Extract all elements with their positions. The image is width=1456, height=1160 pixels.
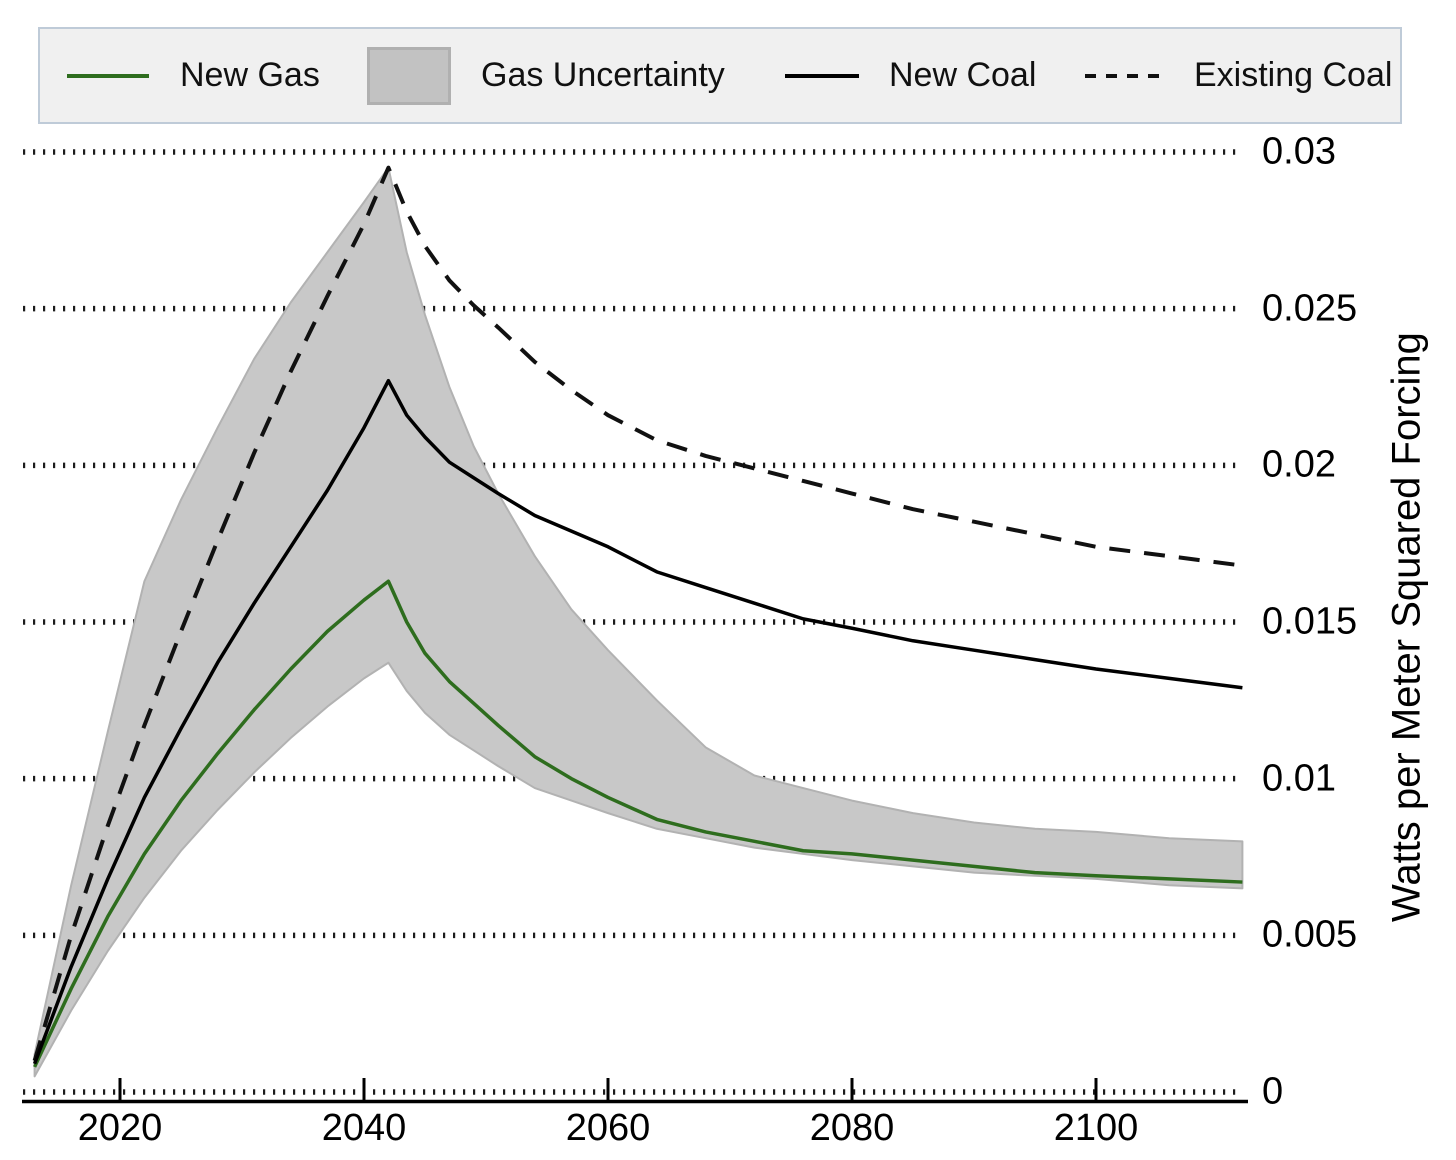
legend-label: New Coal (889, 56, 1037, 94)
legend-item-existing-coal: Existing Coal (1085, 29, 1392, 122)
x-tick-label: 2020 (77, 1107, 163, 1149)
new-coal-line-icon (785, 73, 859, 78)
x-axis (22, 1078, 1248, 1104)
series-new-coal (32, 378, 1243, 1065)
x-tick-label: 2060 (565, 1107, 651, 1149)
y-axis-title: Watts per Meter Squared Forcing (1384, 332, 1429, 922)
legend-label: Existing Coal (1194, 56, 1393, 94)
legend-label: New Gas (180, 56, 320, 94)
y-tick-label: 0.025 (1262, 287, 1358, 330)
new-gas-line-icon (67, 73, 149, 78)
y-tick-label: 0.03 (1262, 130, 1336, 173)
y-tick-label: 0.01 (1262, 757, 1336, 800)
legend-item-new-gas: New Gas (67, 29, 320, 122)
y-tick-label: 0 (1262, 1070, 1284, 1113)
legend-item-gas-uncertainty: Gas Uncertainty (367, 29, 725, 122)
y-tick-label: 0.015 (1262, 600, 1358, 643)
x-tick-label: 2080 (809, 1107, 895, 1149)
y-tick-label: 0.02 (1262, 443, 1336, 486)
existing-coal-dashed-line-icon (1085, 73, 1163, 78)
data-lines (32, 165, 1243, 1068)
x-tick-label: 2100 (1053, 1107, 1139, 1149)
gas-uncertainty-box-icon (367, 46, 451, 105)
uncertainty-band (33, 166, 1244, 1078)
legend-item-new-coal: New Coal (785, 29, 1036, 122)
y-tick-label: 0.005 (1262, 913, 1358, 956)
legend: New Gas Gas Uncertainty New Coal Existin… (38, 27, 1402, 124)
series-existing-coal (32, 165, 1243, 1062)
series-new-gas (33, 579, 1243, 1068)
legend-label: Gas Uncertainty (481, 56, 725, 94)
x-tick-label: 2040 (321, 1107, 407, 1149)
